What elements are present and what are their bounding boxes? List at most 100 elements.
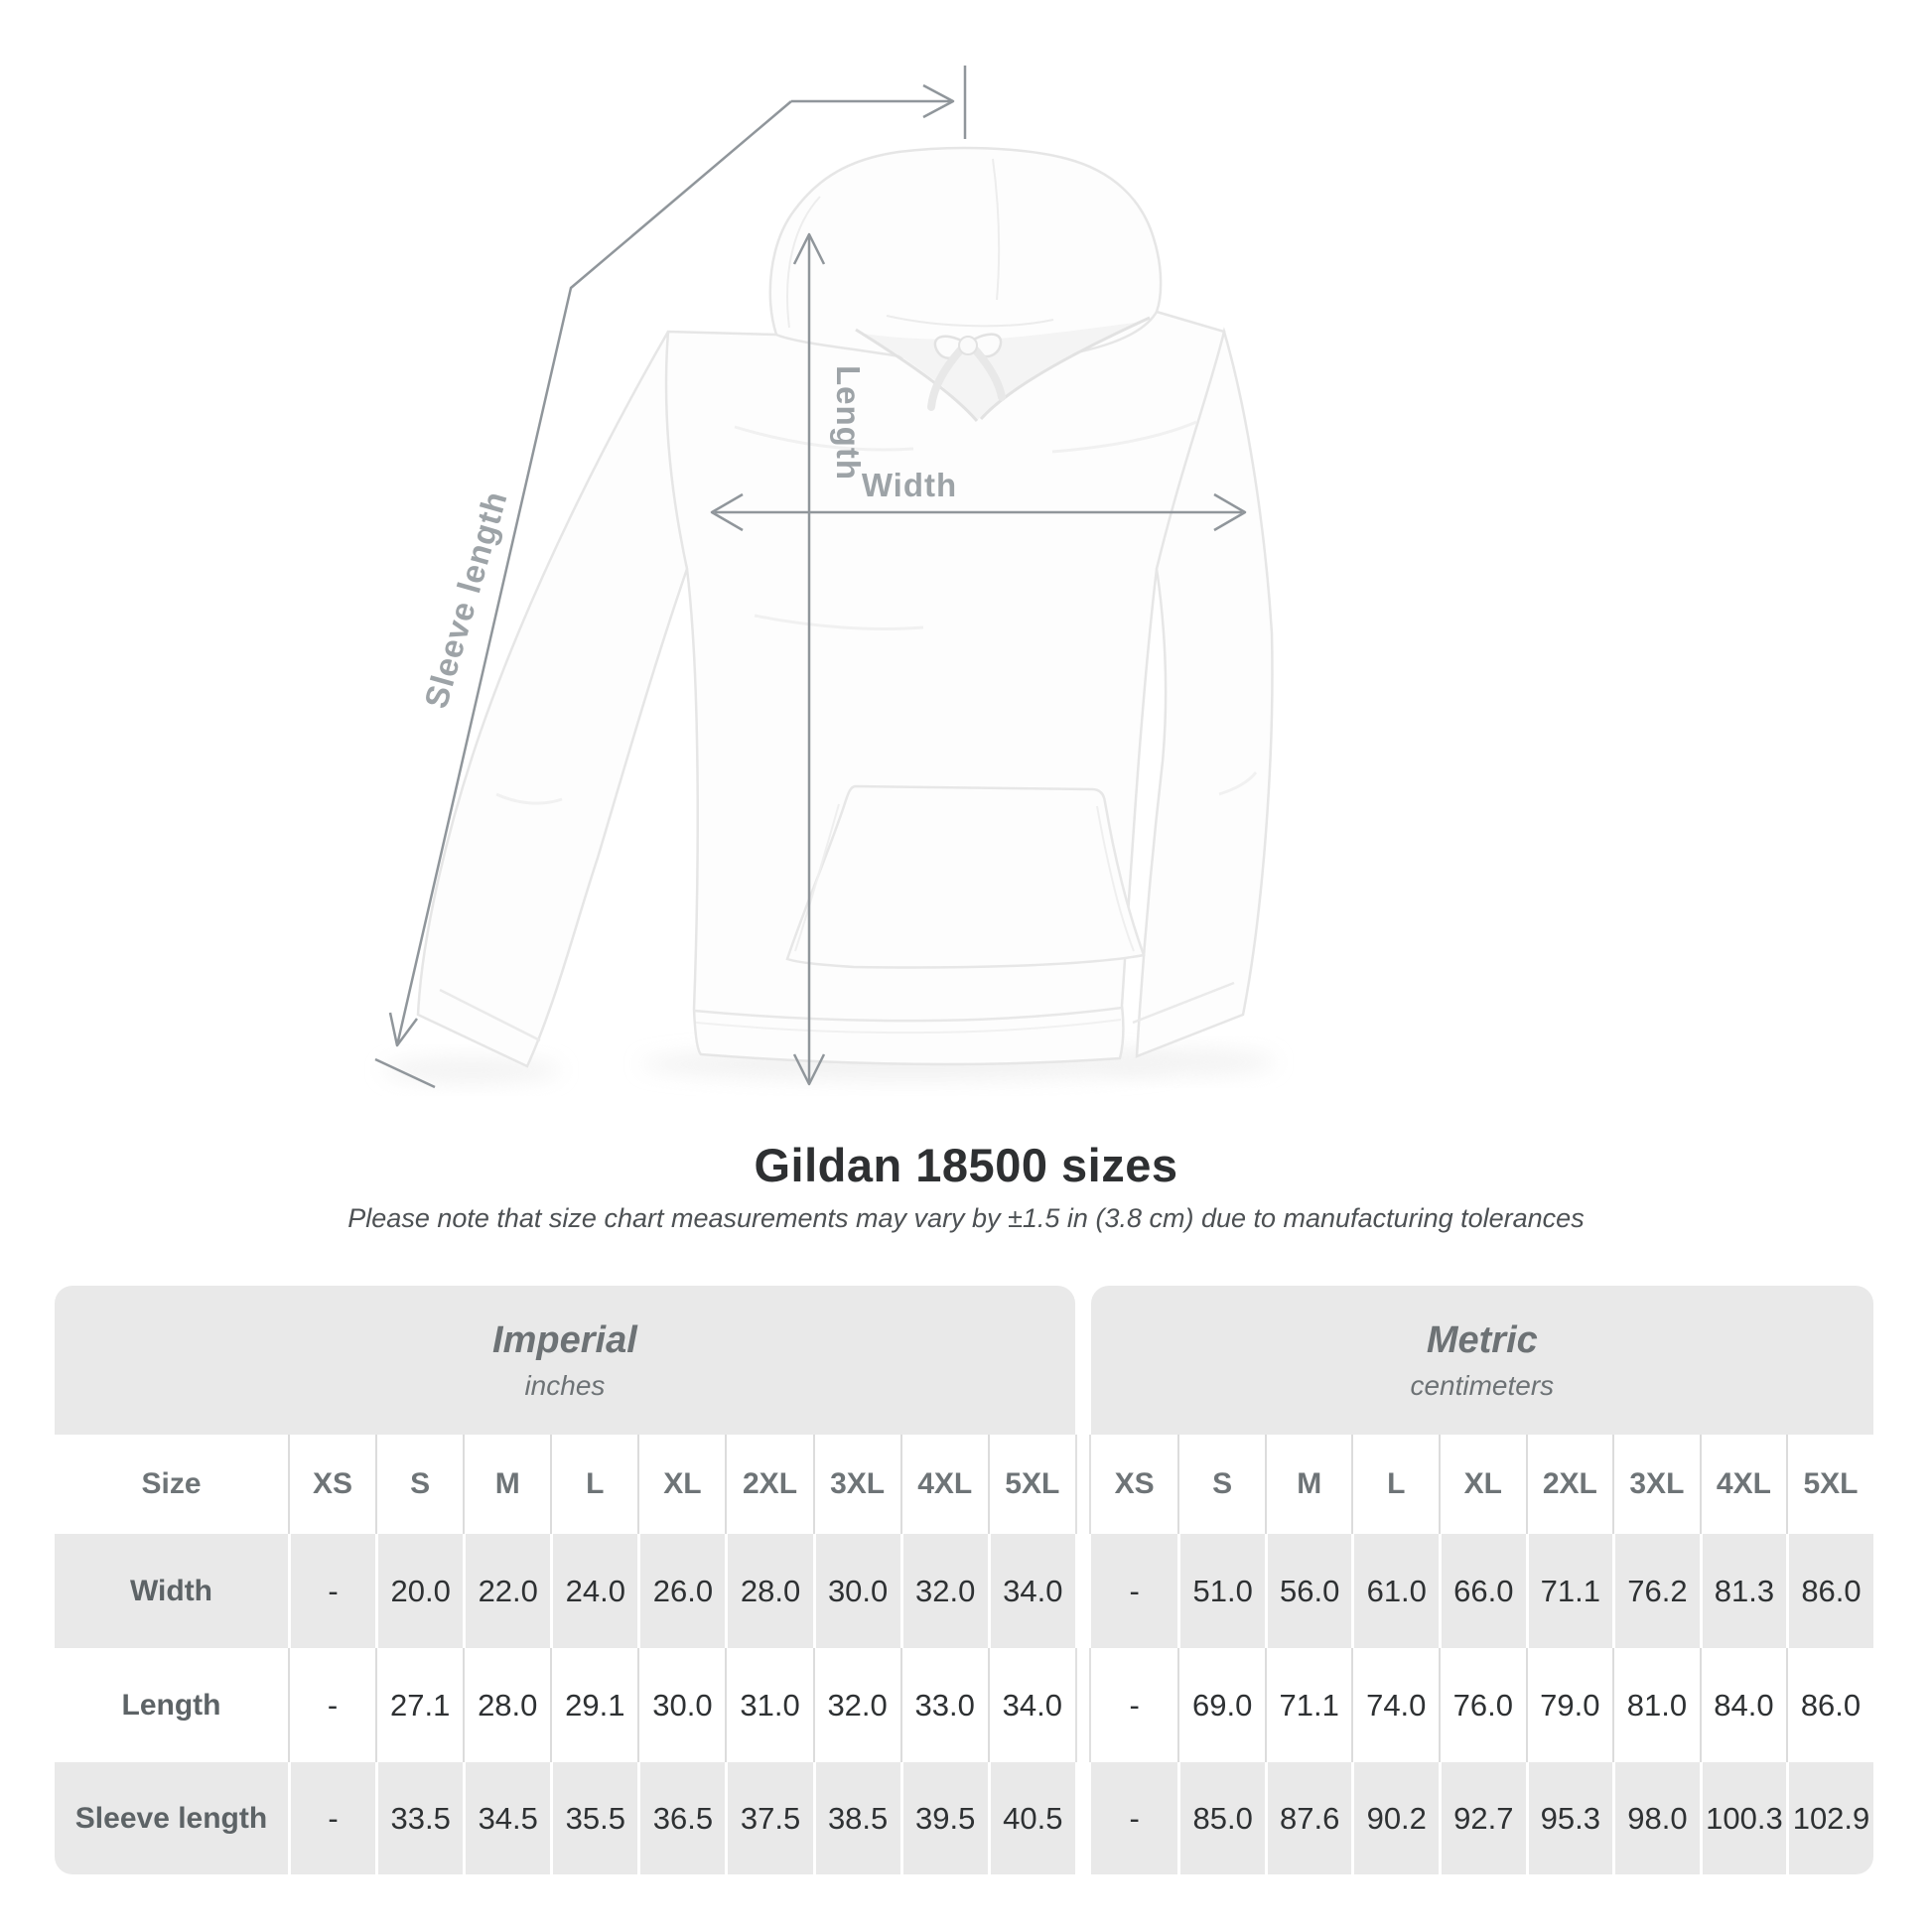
cell-imperial-length-m: 28.0 [463, 1648, 551, 1762]
cell-imperial-length-xs: - [288, 1648, 376, 1762]
fabric-wrinkles [495, 420, 1258, 805]
cell-imperial-sleeve-length-xs: - [288, 1762, 376, 1874]
cell-metric-length-l: 74.0 [1351, 1648, 1440, 1762]
size-header-imperial-l: L [550, 1435, 638, 1534]
drawstring-right [971, 345, 1006, 401]
size-header-imperial-m: M [463, 1435, 551, 1534]
group-gap [1074, 1534, 1091, 1648]
cell-metric-sleeve-length-m: 87.6 [1264, 1762, 1352, 1874]
size-header-imperial-xl: XL [637, 1435, 726, 1534]
cell-imperial-length-2xl: 31.0 [725, 1648, 813, 1762]
drawstrings [927, 333, 1006, 411]
length-label: Length [830, 365, 867, 481]
pocket-stitch-right [1096, 805, 1135, 952]
group-gap [1074, 1648, 1091, 1762]
cell-metric-length-s: 69.0 [1177, 1648, 1265, 1762]
left-cuff-seam [439, 988, 541, 1042]
cell-imperial-width-l: 24.0 [550, 1534, 638, 1648]
metric-label: Metric [1426, 1318, 1538, 1361]
metric-group-header: Metric centimeters [1090, 1286, 1873, 1435]
size-header-metric-5xl: 5XL [1786, 1435, 1873, 1534]
cell-imperial-sleeve-length-s: 33.5 [375, 1762, 464, 1874]
row-label-length: Length [55, 1648, 288, 1762]
kangaroo-pocket [785, 784, 1146, 969]
length-arrowhead-top [792, 232, 826, 265]
cell-imperial-sleeve-length-l: 35.5 [550, 1762, 638, 1874]
hem-band-seam-2 [695, 1019, 1122, 1035]
cell-imperial-sleeve-length-xl: 36.5 [637, 1762, 726, 1874]
hood-rim-seam [786, 196, 821, 329]
bow-knot [958, 336, 978, 355]
size-header-imperial-5xl: 5XL [987, 1435, 1075, 1534]
cell-imperial-width-m: 22.0 [463, 1534, 551, 1648]
sleeve-length-line [395, 100, 792, 1046]
pocket-stitch-left [794, 803, 840, 952]
cell-metric-length-2xl: 79.0 [1525, 1648, 1613, 1762]
size-header-metric-l: L [1351, 1435, 1440, 1534]
cell-metric-length-xl: 76.0 [1439, 1648, 1526, 1762]
cell-metric-sleeve-length-3xl: 98.0 [1612, 1762, 1700, 1874]
size-header-metric-3xl: 3XL [1612, 1435, 1700, 1534]
cell-imperial-sleeve-length-m: 34.5 [463, 1762, 551, 1874]
size-header-imperial-2xl: 2XL [725, 1435, 813, 1534]
cell-metric-width-m: 56.0 [1264, 1534, 1352, 1648]
cell-metric-width-xl: 66.0 [1439, 1534, 1526, 1648]
cell-metric-width-4xl: 81.3 [1699, 1534, 1787, 1648]
cell-metric-sleeve-length-s: 85.0 [1177, 1762, 1265, 1874]
cell-imperial-length-xl: 30.0 [637, 1648, 726, 1762]
cell-imperial-sleeve-length-5xl: 40.5 [987, 1762, 1075, 1874]
group-gap [1074, 1762, 1091, 1874]
cell-imperial-width-s: 20.0 [375, 1534, 464, 1648]
sleeve-length-arrowhead [388, 1012, 419, 1047]
width-label: Width [862, 467, 957, 503]
cell-imperial-sleeve-length-4xl: 39.5 [899, 1762, 988, 1874]
hem-band-seam [693, 1006, 1123, 1023]
row-label-sleeve-length: Sleeve length [55, 1762, 288, 1874]
cell-metric-width-2xl: 71.1 [1525, 1534, 1613, 1648]
size-header-metric-2xl: 2XL [1525, 1435, 1613, 1534]
cell-imperial-width-xl: 26.0 [637, 1534, 726, 1648]
cell-imperial-width-4xl: 32.0 [899, 1534, 988, 1648]
size-header-metric-xl: XL [1439, 1435, 1526, 1534]
cell-metric-width-xs: - [1090, 1534, 1178, 1648]
cell-imperial-width-3xl: 30.0 [812, 1534, 900, 1648]
cell-metric-sleeve-length-xl: 92.7 [1439, 1762, 1526, 1874]
cell-metric-width-s: 51.0 [1177, 1534, 1265, 1648]
imperial-label: Imperial [492, 1318, 637, 1361]
cell-imperial-width-5xl: 34.0 [987, 1534, 1075, 1648]
cell-metric-sleeve-length-5xl: 102.9 [1786, 1762, 1873, 1874]
cell-imperial-width-2xl: 28.0 [725, 1534, 813, 1648]
cell-metric-width-3xl: 76.2 [1612, 1534, 1700, 1648]
sleeve-length-endcap [374, 1057, 436, 1089]
cell-metric-length-4xl: 84.0 [1699, 1648, 1787, 1762]
hood-crease [992, 158, 1001, 301]
cell-metric-sleeve-length-4xl: 100.3 [1699, 1762, 1787, 1874]
size-table: Imperial inches Metric centimeters Size XS S M L… [55, 1286, 1874, 1874]
cell-imperial-length-4xl: 33.0 [899, 1648, 988, 1762]
shoulder-pointer-arrowhead [922, 83, 955, 119]
hood-collar-right [979, 316, 1151, 421]
cell-imperial-length-5xl: 34.0 [987, 1648, 1075, 1762]
cell-metric-sleeve-length-2xl: 95.3 [1525, 1762, 1613, 1874]
cell-metric-length-3xl: 81.0 [1612, 1648, 1700, 1762]
cell-imperial-sleeve-length-2xl: 37.5 [725, 1762, 813, 1874]
size-header-imperial-s: S [375, 1435, 464, 1534]
cell-metric-width-5xl: 86.0 [1786, 1534, 1873, 1648]
cell-metric-sleeve-length-xs: - [1090, 1762, 1178, 1874]
size-header-imperial-4xl: 4XL [899, 1435, 988, 1534]
left-sleeve [416, 331, 689, 1068]
size-header-imperial-3xl: 3XL [812, 1435, 900, 1534]
imperial-group-header: Imperial inches [55, 1286, 1075, 1435]
width-arrowhead-left [710, 492, 744, 532]
length-arrowhead-bottom [792, 1053, 826, 1086]
cell-metric-sleeve-length-l: 90.2 [1351, 1762, 1440, 1874]
tolerance-note: Please note that size chart measurements… [347, 1203, 1585, 1233]
cell-imperial-length-3xl: 32.0 [812, 1648, 900, 1762]
collar-seam [886, 315, 1054, 328]
size-header-metric-s: S [1177, 1435, 1265, 1534]
cell-imperial-length-s: 27.1 [375, 1648, 464, 1762]
cell-imperial-length-l: 29.1 [550, 1648, 638, 1762]
hood-collar-left [855, 328, 979, 422]
cell-metric-length-xs: - [1090, 1648, 1178, 1762]
